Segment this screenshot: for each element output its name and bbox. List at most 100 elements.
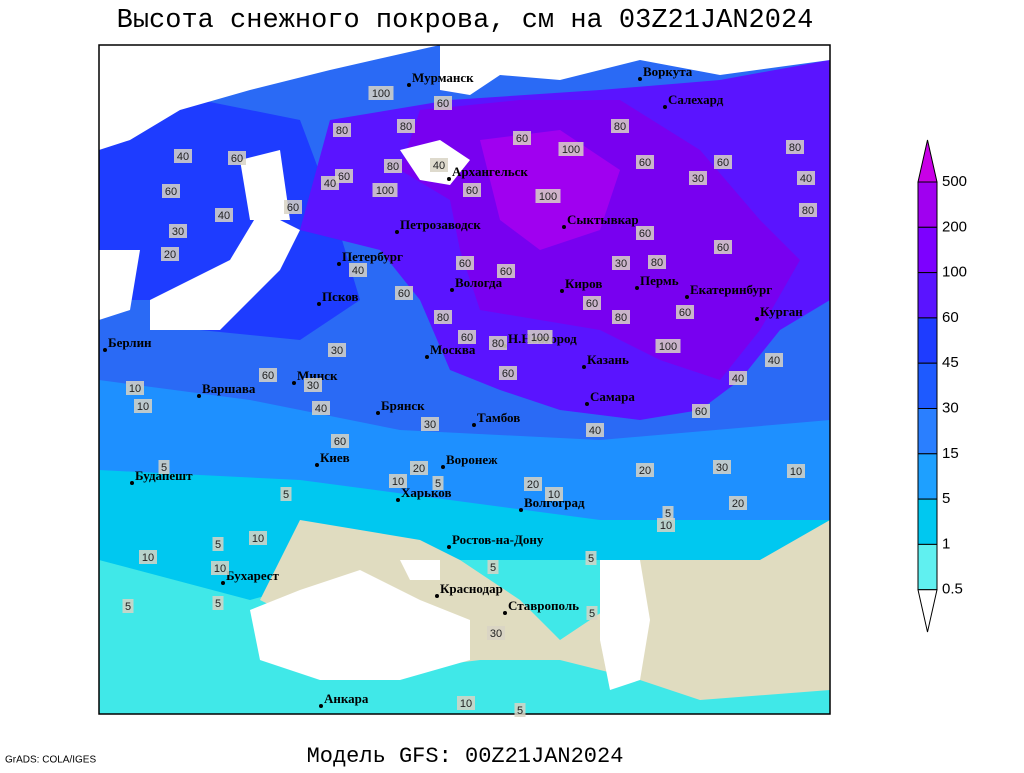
- contour-label: 10: [392, 476, 404, 488]
- contour-label: 30: [331, 345, 343, 357]
- contour-label: 100: [539, 191, 557, 203]
- contour-label-box: [284, 200, 302, 214]
- contour-label: 60: [262, 370, 274, 382]
- contour-label-box: [212, 596, 224, 610]
- contour-label-box: [657, 518, 675, 532]
- contour-label-box: [786, 140, 804, 154]
- contour-label-box: [558, 142, 584, 156]
- colorbar-label: 500: [942, 173, 967, 190]
- contour-label: 20: [732, 498, 744, 510]
- contour-label-box: [535, 189, 561, 203]
- contour-label-box: [395, 286, 413, 300]
- contour-label: 60: [466, 185, 478, 197]
- city: Харьков: [401, 485, 452, 500]
- colorbar-segment: [917, 272, 938, 319]
- contour-label: 10: [790, 466, 802, 478]
- contour-label: 60: [717, 242, 729, 254]
- contour-label: 10: [460, 698, 472, 710]
- contour-label-box: [328, 343, 346, 357]
- city-dot: [407, 83, 411, 87]
- colorbar-segment: [917, 362, 938, 410]
- city: Курган: [760, 304, 803, 319]
- contour-label: 40: [589, 425, 601, 437]
- contour-label-box: [636, 155, 654, 169]
- city-dot: [130, 481, 134, 485]
- contour-label-box: [514, 703, 526, 717]
- contour-label: 80: [789, 142, 801, 154]
- contour-label: 5: [215, 598, 221, 610]
- city: Казань: [587, 352, 629, 367]
- contour-label-box: [335, 169, 353, 183]
- city-dot: [396, 498, 400, 502]
- contour-label-box: [648, 255, 666, 269]
- contour-label: 60: [459, 258, 471, 270]
- contour-label: 100: [562, 144, 580, 156]
- contour-label-box: [158, 460, 170, 474]
- contour-label-box: [463, 183, 481, 197]
- city-dot: [585, 402, 589, 406]
- contour-label-box: [458, 330, 476, 344]
- contour-label-box: [122, 599, 134, 613]
- city-dot: [395, 230, 399, 234]
- city: Вологда: [455, 275, 503, 290]
- contour-label-box: [397, 119, 415, 133]
- colorbar-segment: [917, 543, 938, 591]
- contour-label: 60: [679, 307, 691, 319]
- contour-label-box: [161, 247, 179, 261]
- contour-label-box: [249, 531, 267, 545]
- contour-label: 5: [125, 601, 131, 613]
- contour-label-box: [215, 208, 233, 222]
- city-dot: [221, 581, 225, 585]
- city-dot: [450, 288, 454, 292]
- contour-label: 60: [695, 406, 707, 418]
- city: Киров: [565, 276, 602, 291]
- contour-label: 10: [214, 563, 226, 575]
- contour-label-box: [212, 537, 224, 551]
- city-dot: [755, 317, 759, 321]
- contour-label: 5: [283, 489, 289, 501]
- city: Архангельск: [452, 164, 528, 179]
- contour-label-box: [169, 224, 187, 238]
- contour-label: 10: [660, 520, 672, 532]
- contour-label: 5: [588, 553, 594, 565]
- cities: Мурманск Воркута Салехард Архангельск Сы…: [108, 64, 803, 706]
- colorbar-label: 200: [942, 218, 967, 235]
- contour-label-box: [662, 506, 674, 520]
- contour-label-box: [321, 176, 339, 190]
- contour-label-box: [162, 184, 180, 198]
- city: Салехард: [668, 92, 724, 107]
- contour-label-box: [636, 226, 654, 240]
- contour-label-box: [421, 417, 439, 431]
- colorbar-label: 0.5: [942, 581, 963, 598]
- contour-label-box: [799, 203, 817, 217]
- contour-label: 80: [387, 161, 399, 173]
- contour-label: 100: [531, 332, 549, 344]
- contour-label-box: [612, 256, 630, 270]
- contour-label: 60: [231, 153, 243, 165]
- city-dot: [441, 465, 445, 469]
- contour-label-box: [583, 296, 601, 310]
- city: Волгоград: [524, 495, 585, 510]
- city: Мурманск: [412, 70, 474, 85]
- map: [99, 45, 830, 714]
- contour-label-box: [714, 240, 732, 254]
- contour-label: 60: [717, 157, 729, 169]
- contour-label-box: [586, 606, 598, 620]
- contour-label: 60: [639, 157, 651, 169]
- contour-label-box: [434, 96, 452, 110]
- contour-label: 80: [802, 205, 814, 217]
- contour-label-box: [729, 496, 747, 510]
- colorbar-label: 60: [942, 309, 959, 326]
- city-dot: [635, 286, 639, 290]
- contour-label-box: [689, 171, 707, 185]
- city-dot: [562, 225, 566, 229]
- contour-label-box: [349, 263, 367, 277]
- city-dot: [503, 611, 507, 615]
- contour-label: 100: [376, 185, 394, 197]
- contour-label: 5: [490, 562, 496, 574]
- contour-label: 20: [413, 463, 425, 475]
- city: Бухарест: [226, 568, 280, 583]
- colorbar-label: 30: [942, 399, 959, 416]
- colorbar-label: 45: [942, 354, 959, 371]
